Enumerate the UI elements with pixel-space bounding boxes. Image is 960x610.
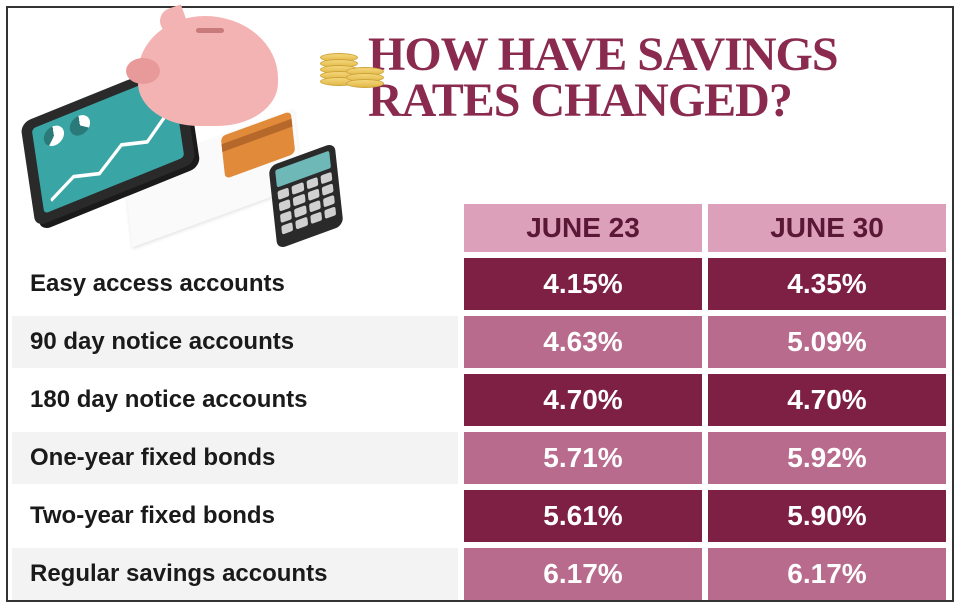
column-header: JUNE 30 [708,204,946,252]
row-label: One-year fixed bonds [12,432,458,484]
rate-value: 5.61% [464,490,702,542]
row-label: Two-year fixed bonds [12,490,458,542]
rate-value: 4.63% [464,316,702,368]
table-row: One-year fixed bonds 5.71% 5.92% [12,432,948,484]
rates-table: JUNE 23 JUNE 30 Easy access accounts 4.1… [8,204,952,610]
rate-value: 5.09% [708,316,946,368]
row-label: Easy access accounts [12,258,458,310]
table-row: 90 day notice accounts 4.63% 5.09% [12,316,948,368]
column-header: JUNE 23 [464,204,702,252]
rate-value: 6.17% [464,548,702,600]
rate-value: 6.17% [708,548,946,600]
header: HOW HAVE SAVINGS RATES CHANGED? [8,8,952,204]
row-label: 90 day notice accounts [12,316,458,368]
table-row: Easy access accounts 4.15% 4.35% [12,258,948,310]
table-row: Regular savings accounts 6.17% 6.17% [12,548,948,600]
rate-value: 4.35% [708,258,946,310]
row-label: Regular savings accounts [12,548,458,600]
rate-value: 5.90% [708,490,946,542]
table-row: Two-year fixed bonds 5.61% 5.90% [12,490,948,542]
rate-value: 4.15% [464,258,702,310]
rate-value: 4.70% [708,374,946,426]
rate-value: 4.70% [464,374,702,426]
header-spacer [12,204,458,252]
finance-illustration [8,8,368,204]
page-title: HOW HAVE SAVINGS RATES CHANGED? [368,8,952,123]
rate-value: 5.71% [464,432,702,484]
table-row: 180 day notice accounts 4.70% 4.70% [12,374,948,426]
infographic-frame: HOW HAVE SAVINGS RATES CHANGED? JUNE 23 … [6,6,954,602]
row-label: 180 day notice accounts [12,374,458,426]
rate-value: 5.92% [708,432,946,484]
